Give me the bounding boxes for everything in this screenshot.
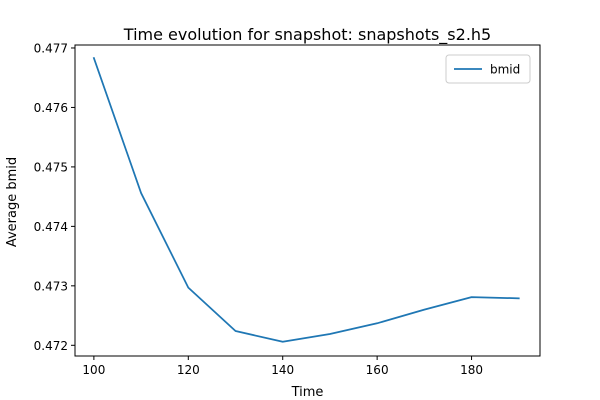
data-point bbox=[139, 191, 144, 196]
data-point bbox=[280, 339, 285, 344]
chart-title: Time evolution for snapshot: snapshots_s… bbox=[123, 25, 491, 45]
legend: bmid bbox=[445, 54, 531, 84]
x-tick-label: 180 bbox=[460, 363, 483, 377]
x-tick-label: 140 bbox=[271, 363, 294, 377]
data-point bbox=[516, 296, 521, 301]
y-tick-label: 0.476 bbox=[34, 101, 68, 115]
x-tick-label: 120 bbox=[177, 363, 200, 377]
data-point bbox=[327, 331, 332, 336]
y-tick-label: 0.474 bbox=[34, 220, 68, 234]
y-tick-label: 0.477 bbox=[34, 41, 68, 55]
y-tick-label: 0.473 bbox=[34, 279, 68, 293]
y-tick-label: 0.475 bbox=[34, 160, 68, 174]
data-point bbox=[469, 295, 474, 300]
axis-ticks: 100 120 140 160 180 0.472 0.473 0.474 0.475 0.476… bbox=[34, 41, 483, 377]
x-axis-label: Time bbox=[291, 385, 324, 400]
legend-box bbox=[445, 54, 531, 84]
plot-area-frame bbox=[74, 44, 541, 357]
x-tick-label: 100 bbox=[82, 363, 105, 377]
series-line-bmid bbox=[92, 56, 520, 343]
legend-label: bmid bbox=[490, 63, 520, 77]
data-point bbox=[422, 307, 427, 312]
y-axis-label: Average bmid bbox=[5, 157, 20, 247]
x-tick-label: 160 bbox=[366, 363, 389, 377]
data-point bbox=[186, 285, 191, 290]
y-tick-label: 0.472 bbox=[34, 339, 68, 353]
data-point bbox=[375, 321, 380, 326]
data-point bbox=[91, 56, 96, 61]
series-layer bbox=[91, 56, 521, 344]
data-point bbox=[233, 329, 238, 334]
